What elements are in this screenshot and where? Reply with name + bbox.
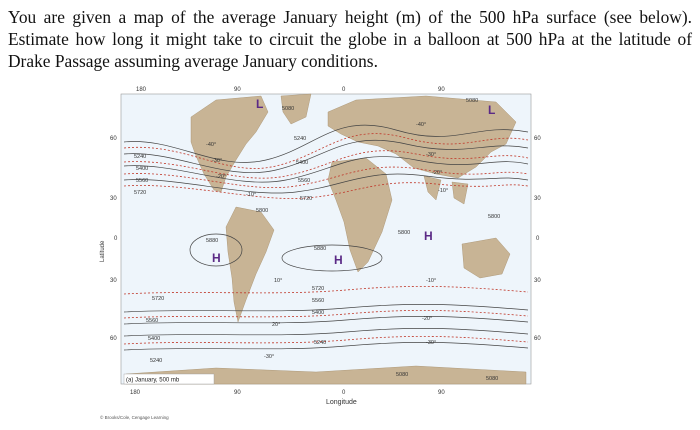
bottom-lon-label: 90: [438, 390, 445, 396]
figure-credit: © Brooks/Cole, Cengage Learning: [100, 415, 169, 420]
height-contours: [123, 124, 529, 351]
height-label: 5080: [396, 372, 408, 378]
temp-label: 10°: [274, 278, 282, 284]
height-label: 5400: [312, 310, 324, 316]
temp-label: -10°: [438, 188, 448, 194]
height-label: 5800: [398, 230, 410, 236]
lat-label-left: 30: [110, 196, 117, 202]
lat-label-right: 60: [534, 336, 541, 342]
lat-label-right: 30: [534, 278, 541, 284]
lat-label-right: 0: [536, 236, 540, 242]
height-label: 5400: [136, 166, 148, 172]
height-label: 5800: [488, 214, 500, 220]
temp-label: 20°: [272, 322, 280, 328]
x-axis-label: Longitude: [326, 399, 357, 406]
temp-label: -20°: [216, 174, 226, 180]
temp-label: -20°: [432, 170, 442, 176]
temp-label: -30°: [426, 152, 436, 158]
height-label: 5720: [134, 190, 146, 196]
temp-label: -10°: [426, 278, 436, 284]
height-label: 5720: [152, 296, 164, 302]
height-label: 5080: [466, 98, 478, 104]
height-label: 5560: [298, 178, 310, 184]
temp-label: -40°: [416, 122, 426, 128]
low-pressure-center: L: [256, 97, 263, 111]
temp-label: -40°: [206, 142, 216, 148]
height-label: 5400: [148, 336, 160, 342]
height-label: 5240: [134, 154, 146, 160]
lat-label-right: 60: [534, 136, 541, 142]
lat-label-left: 60: [110, 336, 117, 342]
top-lon-label: 90: [234, 87, 241, 93]
height-label: 5080: [486, 376, 498, 382]
high-pressure-center: H: [212, 251, 221, 265]
height-label: 5240: [294, 136, 306, 142]
height-label: 5400: [296, 160, 308, 166]
continents: [125, 93, 527, 385]
temp-label: -30°: [264, 354, 274, 360]
question-text: You are given a map of the average Janua…: [8, 7, 692, 71]
low-pressure-center: L: [488, 103, 495, 117]
lat-label-left: 0: [114, 236, 118, 242]
height-label: 5560: [136, 178, 148, 184]
lat-label-left: 60: [110, 136, 117, 142]
bottom-lon-label: 180: [130, 390, 141, 396]
height-label: 5560: [312, 298, 324, 304]
january-500mb-map-figure: 180 90 0 90 180 90 0 90 Longitude 60 30 …: [100, 87, 541, 406]
height-label: 5800: [256, 208, 268, 214]
temp-label: -30°: [212, 158, 222, 164]
figure-caption: (a) January, 500 mb: [126, 378, 180, 384]
height-label: 5720: [312, 286, 324, 292]
height-label: 5560: [146, 318, 158, 324]
top-lon-label: 0: [342, 87, 346, 93]
isotherms: [123, 133, 529, 345]
height-label: 5880: [314, 246, 326, 252]
height-label: 5240: [150, 358, 162, 364]
caption-box: [123, 373, 215, 385]
top-lon-label: 180: [136, 87, 147, 93]
high-pressure-center: H: [424, 229, 433, 243]
height-label: 5240: [314, 340, 326, 346]
high-pressure-center: H: [334, 253, 343, 267]
height-label: 5880: [206, 238, 218, 244]
top-lon-label: 90: [438, 87, 445, 93]
y-axis-label: Latitude: [100, 240, 106, 262]
temp-label: -30°: [426, 340, 436, 346]
temp-label: -20°: [422, 316, 432, 322]
height-label: 5720: [300, 196, 312, 202]
bottom-lon-label: 90: [234, 390, 241, 396]
lat-label-left: 30: [110, 278, 117, 284]
height-label: 5080: [282, 106, 294, 112]
lat-label-right: 30: [534, 196, 541, 202]
bottom-lon-label: 0: [342, 390, 346, 396]
temp-label: -10°: [246, 192, 256, 198]
